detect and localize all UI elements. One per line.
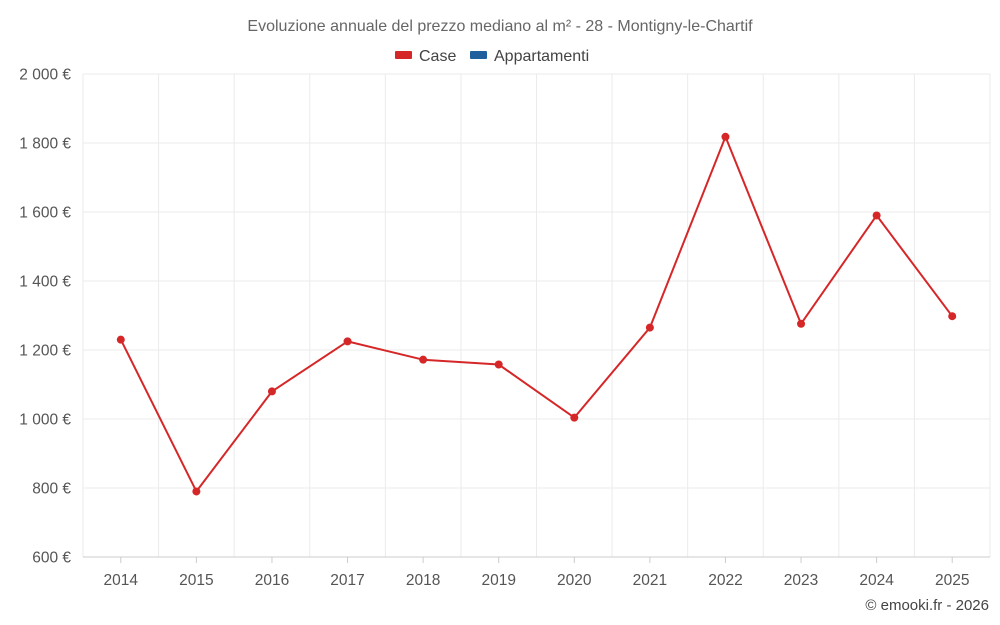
data-point-case-2018[interactable] <box>419 355 428 364</box>
series-case <box>116 132 957 496</box>
x-tick-label: 2023 <box>784 572 818 589</box>
y-axis: 600 € 800 € 1 000 € 1 200 € 1 400 € 1 600 € 1 … <box>19 67 71 567</box>
legend-label-case: Case <box>419 48 456 65</box>
data-point-case-2014[interactable] <box>116 335 125 344</box>
x-tick-label: 2014 <box>104 572 139 589</box>
y-tick-label: 1 600 € <box>19 205 71 222</box>
x-tick-label: 2015 <box>179 572 213 589</box>
chart-title: Evoluzione annuale del prezzo mediano al… <box>247 18 753 35</box>
data-point-case-2024[interactable] <box>872 211 881 220</box>
legend-swatch-appartamenti <box>470 51 487 59</box>
data-point-case-2025[interactable] <box>948 312 957 321</box>
data-point-case-2020[interactable] <box>570 413 579 422</box>
data-point-case-2023[interactable] <box>797 319 806 328</box>
data-point-case-2021[interactable] <box>645 323 654 332</box>
legend: Case Appartamenti <box>395 48 589 65</box>
legend-label-appartamenti: Appartamenti <box>494 48 589 65</box>
y-tick-label: 1 400 € <box>19 274 71 291</box>
legend-item-appartamenti[interactable]: Appartamenti <box>470 48 589 65</box>
x-tick-label: 2020 <box>557 572 592 589</box>
data-point-case-2017[interactable] <box>343 337 352 346</box>
x-tick-label: 2025 <box>935 572 969 589</box>
gridlines <box>82 73 991 557</box>
data-point-case-2016[interactable] <box>267 387 276 396</box>
x-tick-label: 2017 <box>330 572 364 589</box>
y-tick-label: 800 € <box>32 481 71 498</box>
x-tick-label: 2016 <box>255 572 289 589</box>
data-point-case-2022[interactable] <box>721 132 730 141</box>
y-tick-label: 2 000 € <box>19 67 71 84</box>
x-tick-label: 2022 <box>708 572 742 589</box>
x-tick-label: 2018 <box>406 572 440 589</box>
data-point-case-2015[interactable] <box>192 487 201 496</box>
x-axis: 2014 2015 2016 2017 2018 2019 2020 2021 2022 2023… <box>83 556 990 589</box>
legend-swatch-case <box>395 51 412 59</box>
y-tick-label: 600 € <box>32 550 71 567</box>
y-tick-label: 1 800 € <box>19 136 71 153</box>
x-tick-label: 2019 <box>481 572 515 589</box>
credit-text: © emooki.fr - 2026 <box>865 597 989 614</box>
data-point-case-2019[interactable] <box>494 360 503 369</box>
legend-item-case[interactable]: Case <box>395 48 456 65</box>
x-tick-label: 2021 <box>633 572 667 589</box>
y-tick-label: 1 000 € <box>19 412 71 429</box>
series-line-case <box>119 135 954 493</box>
x-tick-label: 2024 <box>859 572 894 589</box>
y-tick-label: 1 200 € <box>19 343 71 360</box>
